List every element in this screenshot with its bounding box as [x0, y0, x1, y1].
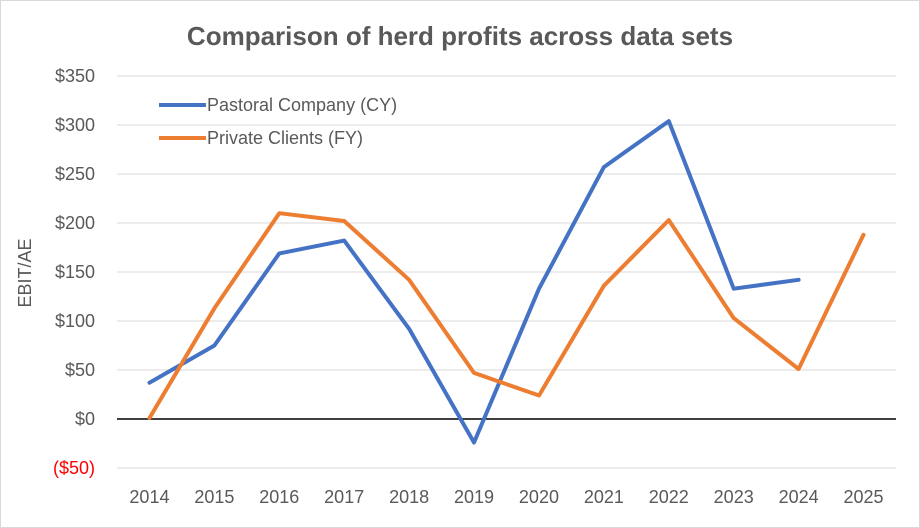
y-tick-label: $150: [55, 262, 95, 282]
legend-item: Pastoral Company (CY): [159, 95, 397, 115]
legend-label: Pastoral Company (CY): [207, 95, 397, 115]
y-tick-label: $300: [55, 115, 95, 135]
x-tick-label: 2023: [714, 487, 754, 507]
x-tick-label: 2016: [259, 487, 299, 507]
y-tick-label: $50: [65, 360, 95, 380]
chart-title: Comparison of herd profits across data s…: [187, 21, 733, 51]
x-tick-label: 2019: [454, 487, 494, 507]
legend-item: Private Clients (FY): [159, 128, 363, 148]
series-lines: [147, 119, 866, 445]
series-line: [147, 211, 866, 420]
x-tick-label: 2015: [194, 487, 234, 507]
x-tick-label: 2024: [779, 487, 819, 507]
y-axis-label: EBIT/AE: [15, 238, 35, 307]
series-1: [147, 119, 801, 445]
x-tick-label: 2021: [584, 487, 624, 507]
y-axis-ticks: ($50) $0 $50 $100 $150 $200 $250 $300 $350: [53, 66, 95, 478]
y-tick-label: $0: [75, 409, 95, 429]
series-2: [147, 211, 866, 420]
x-axis-ticks: 2014 2015 2016 2017 2018 2019 2020 2021 2022 2023…: [129, 487, 883, 507]
x-tick-label: 2020: [519, 487, 559, 507]
x-tick-label: 2014: [129, 487, 169, 507]
y-tick-label: $200: [55, 213, 95, 233]
y-tick-label: $350: [55, 66, 95, 86]
x-tick-label: 2018: [389, 487, 429, 507]
y-tick-label: $100: [55, 311, 95, 331]
x-tick-label: 2025: [844, 487, 884, 507]
y-tick-label: $250: [55, 164, 95, 184]
legend-label: Private Clients (FY): [207, 128, 363, 148]
series-line: [147, 119, 801, 445]
x-tick-label: 2017: [324, 487, 364, 507]
x-tick-label: 2022: [649, 487, 689, 507]
gridlines: [117, 75, 896, 469]
legend: Pastoral Company (CY) Private Clients (FY…: [159, 95, 397, 148]
y-tick-label: ($50): [53, 458, 95, 478]
